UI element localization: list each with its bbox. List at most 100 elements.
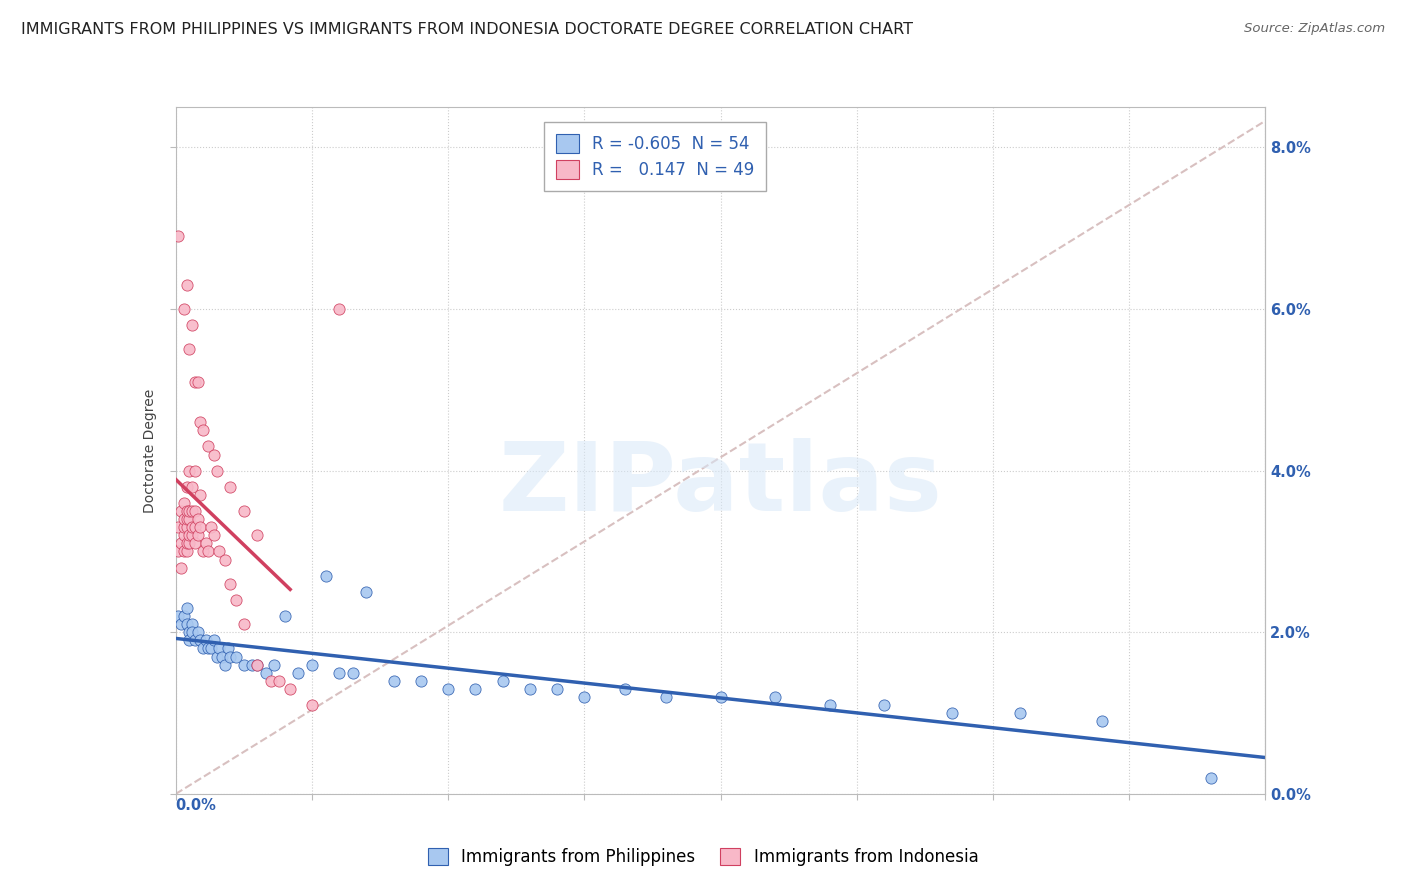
Point: [181, 480, 204, 494]
Point: [184, 504, 207, 518]
Point: [176, 504, 198, 518]
Point: [464, 681, 486, 696]
Point: [179, 504, 201, 518]
Point: [211, 649, 233, 664]
Point: [181, 617, 204, 632]
Point: [219, 576, 242, 591]
Point: [382, 673, 405, 688]
Point: [655, 690, 678, 704]
Point: [202, 448, 225, 462]
Point: [181, 520, 204, 534]
Point: [186, 625, 209, 640]
Point: [167, 544, 190, 558]
Point: [179, 633, 201, 648]
Point: [202, 633, 225, 648]
Point: [188, 633, 211, 648]
Point: [173, 520, 195, 534]
Point: [202, 528, 225, 542]
Point: [170, 504, 193, 518]
Point: [1091, 714, 1114, 728]
Point: [176, 544, 198, 558]
Point: [181, 504, 204, 518]
Point: [205, 464, 228, 478]
Point: [208, 641, 231, 656]
Point: [188, 415, 211, 429]
Point: [818, 698, 841, 712]
Point: [170, 560, 193, 574]
Point: [179, 512, 201, 526]
Point: [191, 423, 214, 437]
Point: [409, 673, 432, 688]
Point: [176, 512, 198, 526]
Point: [260, 673, 283, 688]
Point: [179, 528, 201, 542]
Point: [186, 512, 209, 526]
Point: [167, 609, 190, 624]
Point: [315, 568, 337, 582]
Point: [274, 609, 297, 624]
Point: [763, 690, 786, 704]
Point: [197, 439, 219, 453]
Point: [232, 504, 254, 518]
Point: [519, 681, 541, 696]
Point: [246, 528, 269, 542]
Point: [184, 375, 207, 389]
Text: ZIPatlas: ZIPatlas: [499, 438, 942, 532]
Point: [173, 496, 195, 510]
Text: 0.0%: 0.0%: [176, 798, 217, 813]
Point: [254, 665, 277, 680]
Point: [278, 681, 301, 696]
Point: [492, 673, 515, 688]
Point: [219, 480, 242, 494]
Point: [170, 536, 193, 550]
Point: [301, 698, 323, 712]
Point: [246, 657, 269, 672]
Point: [1010, 706, 1032, 720]
Point: [173, 301, 195, 316]
Point: [173, 512, 195, 526]
Point: [232, 657, 254, 672]
Point: [176, 480, 198, 494]
Point: [176, 277, 198, 292]
Point: [186, 375, 209, 389]
Point: [167, 229, 190, 244]
Point: [184, 520, 207, 534]
Point: [710, 690, 733, 704]
Point: [173, 528, 195, 542]
Legend: R = -0.605  N = 54, R =   0.147  N = 49: R = -0.605 N = 54, R = 0.147 N = 49: [544, 122, 766, 191]
Point: [574, 690, 596, 704]
Point: [191, 641, 214, 656]
Point: [179, 343, 201, 357]
Point: [240, 657, 263, 672]
Legend: Immigrants from Philippines, Immigrants from Indonesia: Immigrants from Philippines, Immigrants …: [420, 841, 986, 873]
Point: [941, 706, 963, 720]
Point: [170, 617, 193, 632]
Point: [342, 665, 364, 680]
Point: [176, 536, 198, 550]
Point: [232, 617, 254, 632]
Text: IMMIGRANTS FROM PHILIPPINES VS IMMIGRANTS FROM INDONESIA DOCTORATE DEGREE CORREL: IMMIGRANTS FROM PHILIPPINES VS IMMIGRANT…: [21, 22, 912, 37]
Point: [179, 625, 201, 640]
Point: [1199, 771, 1222, 785]
Point: [225, 649, 247, 664]
Point: [200, 641, 222, 656]
Point: [173, 544, 195, 558]
Point: [269, 673, 291, 688]
Point: [328, 301, 350, 316]
Point: [873, 698, 896, 712]
Point: [205, 649, 228, 664]
Point: [546, 681, 568, 696]
Point: [194, 633, 217, 648]
Point: [194, 536, 217, 550]
Point: [208, 544, 231, 558]
Point: [197, 641, 219, 656]
Point: [184, 633, 207, 648]
Text: Source: ZipAtlas.com: Source: ZipAtlas.com: [1244, 22, 1385, 36]
Point: [246, 657, 269, 672]
Point: [356, 585, 378, 599]
Point: [614, 681, 637, 696]
Point: [179, 464, 201, 478]
Point: [437, 681, 460, 696]
Point: [176, 617, 198, 632]
Point: [188, 520, 211, 534]
